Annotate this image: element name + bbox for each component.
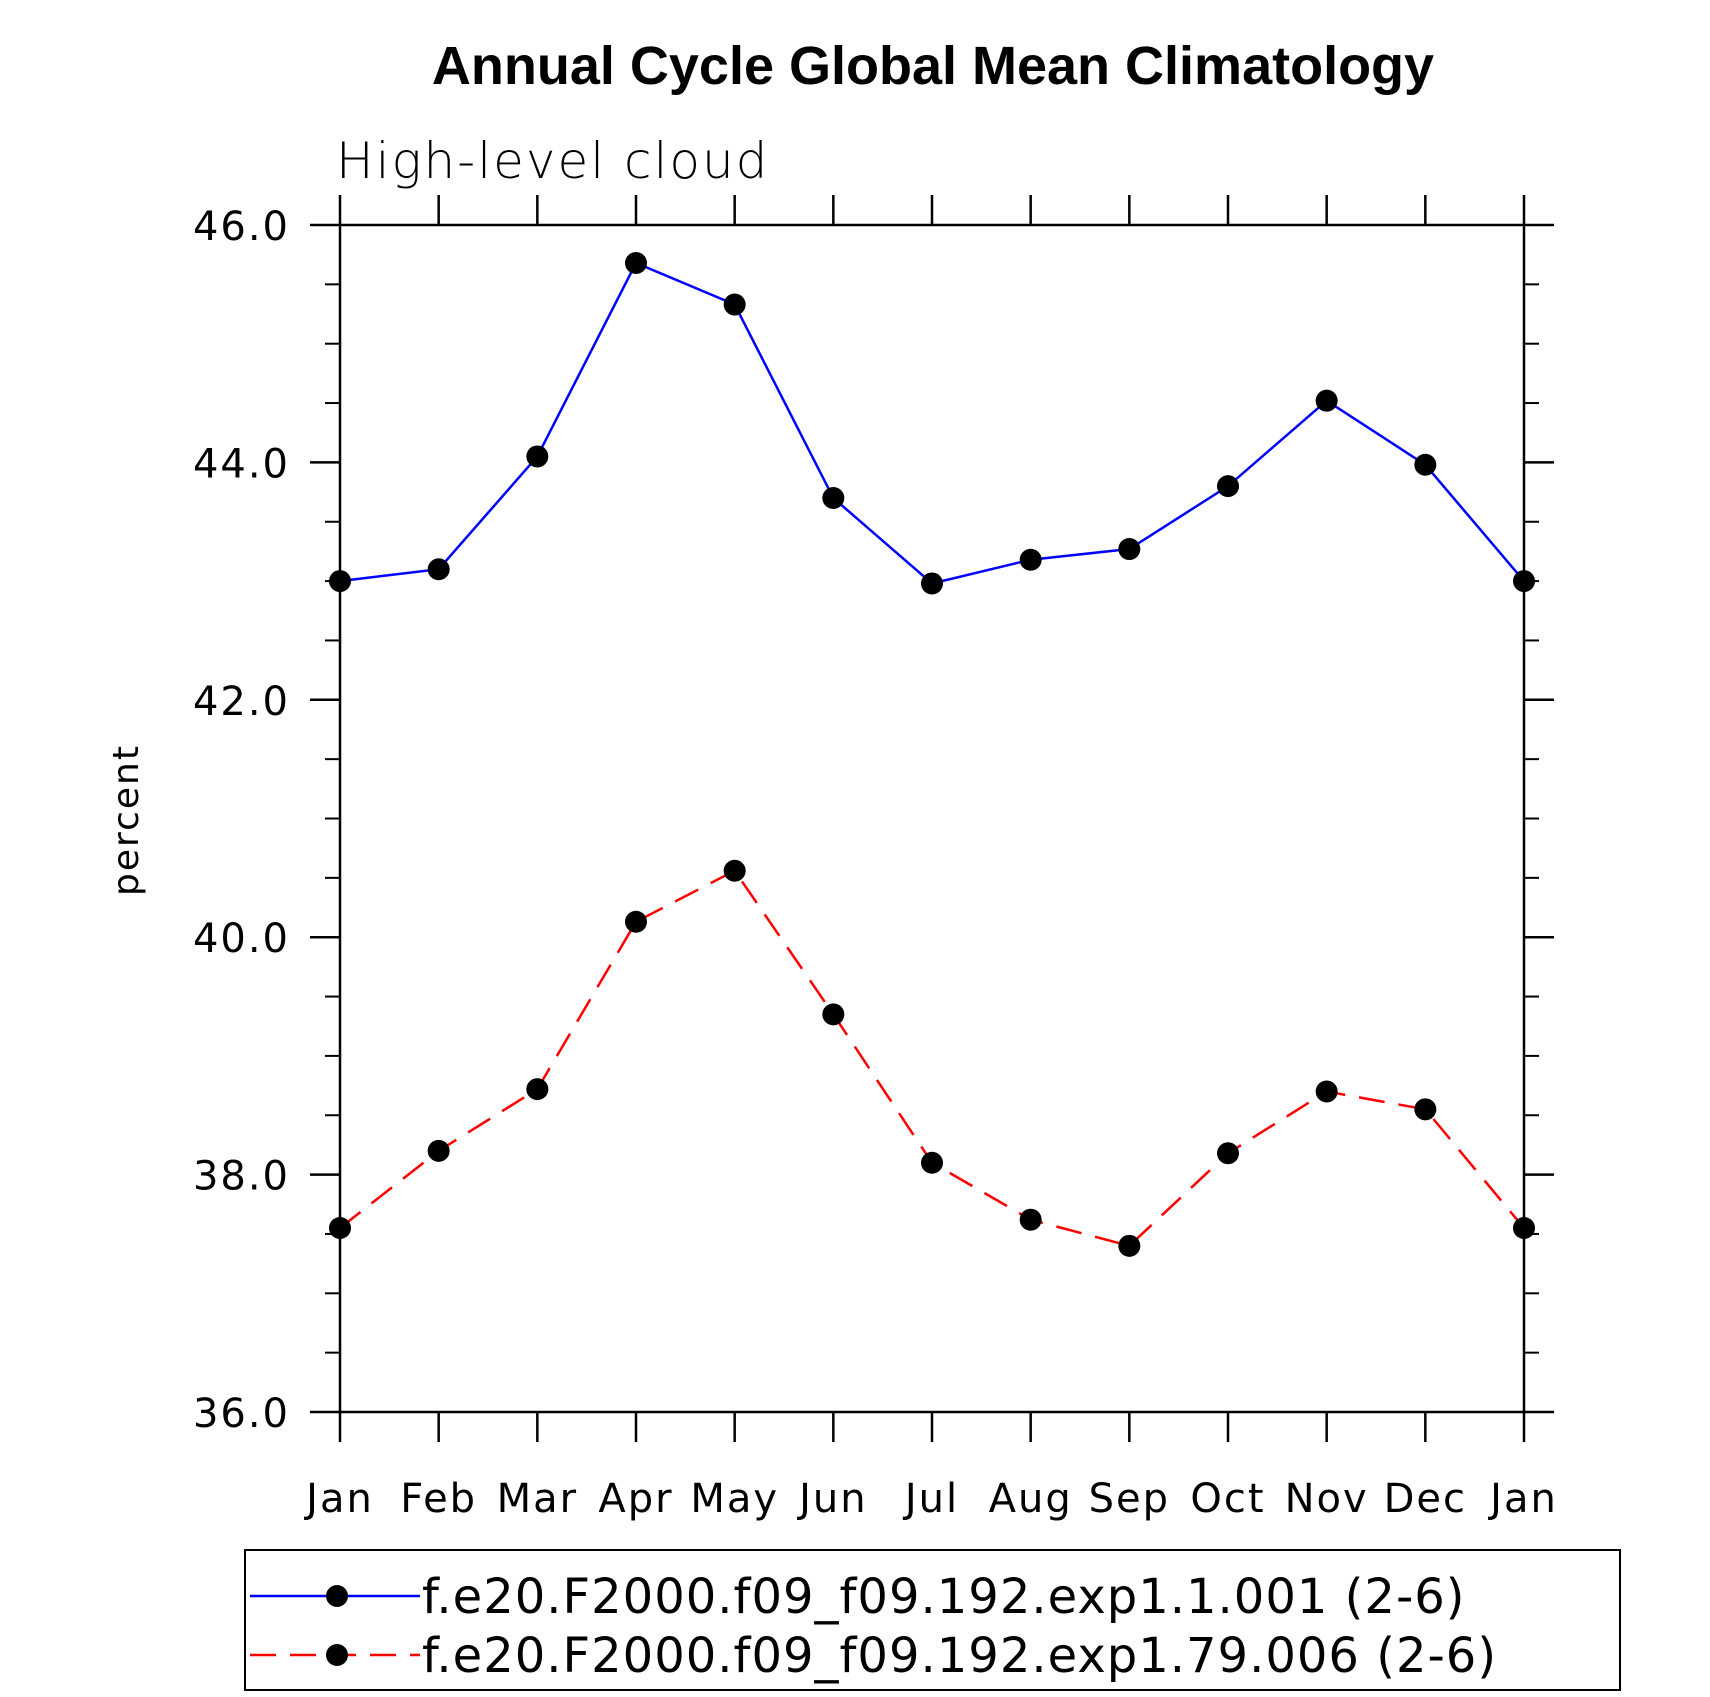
x-tick-label: Jun <box>796 1476 868 1522</box>
legend-frame <box>244 1549 1621 1691</box>
data-point <box>822 1003 845 1026</box>
legend-label-2: f.e20.F2000.f09_f09.192.exp1.79.006 (2-6… <box>422 1628 1497 1684</box>
data-point <box>921 572 943 595</box>
chart-title: Annual Cycle Global Mean Climatology <box>432 36 1434 96</box>
data-point <box>329 1217 351 1240</box>
data-point <box>625 910 647 933</box>
data-point <box>427 1139 450 1162</box>
x-tick-label: Sep <box>1089 1476 1170 1522</box>
data-point <box>723 859 746 882</box>
x-tick-label: Nov <box>1285 1476 1369 1522</box>
data-point <box>1217 1142 1239 1165</box>
legend: f.e20.F2000.f09_f09.192.exp1.1.001 (2-6)… <box>244 1549 1621 1691</box>
data-point <box>427 558 450 581</box>
series-line-1 <box>339 261 1525 585</box>
data-point <box>526 1078 549 1101</box>
data-point <box>1118 1234 1141 1257</box>
chart-subtitle: High-level cloud <box>336 132 769 190</box>
data-point <box>329 570 351 593</box>
y-axis-label: percent <box>106 744 147 896</box>
axis-ticks: Jan Feb Mar Apr May Jun Jul Aug Sep Oct Nov Dec Jan 3… <box>193 195 1558 1522</box>
x-tick-label: Jan <box>1487 1476 1558 1522</box>
y-tick-label: 42.0 <box>193 679 290 725</box>
data-point <box>526 445 549 468</box>
x-tick-label: May <box>690 1476 779 1522</box>
x-tick-label: Oct <box>1190 1476 1265 1522</box>
data-point <box>1019 1208 1042 1231</box>
y-tick-label: 46.0 <box>193 204 290 250</box>
legend-label-1: f.e20.F2000.f09_f09.192.exp1.1.001 (2-6) <box>422 1569 1466 1625</box>
data-point <box>1019 548 1042 571</box>
x-tick-label: Mar <box>497 1476 578 1522</box>
y-tick-label: 40.0 <box>193 916 290 962</box>
y-tick-label: 38.0 <box>193 1154 290 1200</box>
legend-marker-2 <box>326 1644 348 1666</box>
x-tick-label: Feb <box>400 1476 477 1522</box>
y-tick-label: 44.0 <box>193 441 290 487</box>
data-point <box>625 251 647 274</box>
data-point <box>1217 475 1239 498</box>
legend-marker-1 <box>326 1585 348 1607</box>
x-tick-label: Apr <box>598 1476 673 1522</box>
data-point <box>723 293 746 316</box>
data-point <box>1513 570 1535 593</box>
x-tick-label: Dec <box>1384 1476 1467 1522</box>
plot-frame <box>338 223 1526 1414</box>
x-tick-label: Jan <box>303 1476 374 1522</box>
series-line-2 <box>339 869 1525 1248</box>
data-point <box>1513 1217 1535 1240</box>
x-tick-label: Jul <box>902 1476 959 1522</box>
data-point <box>1414 1098 1437 1121</box>
data-point <box>1315 389 1338 412</box>
data-point <box>822 487 845 510</box>
x-tick-label: Aug <box>989 1476 1073 1522</box>
data-point <box>1414 453 1437 476</box>
y-tick-label: 36.0 <box>193 1391 290 1437</box>
series-layer <box>329 251 1535 1257</box>
data-point <box>1315 1080 1338 1103</box>
data-point <box>1118 538 1141 561</box>
data-point <box>921 1151 943 1174</box>
